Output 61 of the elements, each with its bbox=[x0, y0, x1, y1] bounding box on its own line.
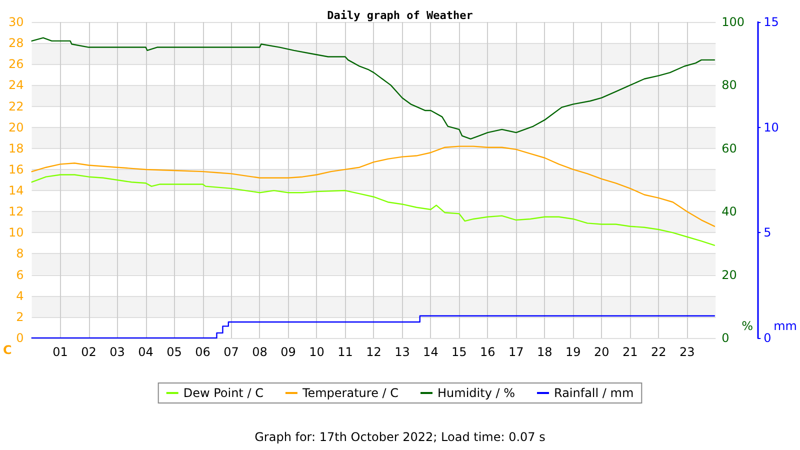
y2-tick-label: 80 bbox=[722, 78, 737, 92]
x-tick-label: 09 bbox=[280, 345, 296, 359]
x-tick-label: 08 bbox=[252, 345, 268, 359]
x-tick-label: 10 bbox=[309, 345, 324, 359]
line-series bbox=[31, 146, 716, 227]
y2-tick-label: 0 bbox=[722, 331, 730, 345]
y3-tick-label: 15 bbox=[764, 15, 779, 29]
y-tick-label: 24 bbox=[8, 78, 24, 92]
y2-tick-label: 40 bbox=[722, 204, 737, 219]
x-tick-label: 19 bbox=[566, 345, 581, 359]
y-tick-label: 28 bbox=[8, 36, 24, 50]
y-tick-label: 4 bbox=[16, 288, 24, 303]
x-tick-label: 11 bbox=[338, 345, 353, 359]
x-tick-label: 04 bbox=[138, 345, 154, 359]
x-tick-label: 03 bbox=[110, 345, 125, 359]
y2-tick-label: 60 bbox=[722, 141, 737, 156]
legend-label: Dew Point / C bbox=[183, 386, 264, 400]
y-tick-label: 16 bbox=[8, 162, 24, 176]
y-axis-title: C bbox=[2, 342, 12, 357]
y3-axis-title: mm bbox=[774, 319, 798, 333]
x-tick-label: 18 bbox=[537, 345, 552, 359]
y-tick-label: 22 bbox=[8, 99, 24, 114]
x-tick-label: 20 bbox=[594, 345, 610, 359]
y-tick-label: 6 bbox=[16, 268, 24, 282]
line-series bbox=[31, 174, 716, 246]
x-tick-label: 13 bbox=[394, 345, 410, 359]
y-tick-label: 26 bbox=[8, 57, 24, 72]
x-tick-label: 23 bbox=[679, 345, 695, 359]
legend-label: Humidity / % bbox=[438, 386, 515, 400]
x-tick-label: 02 bbox=[81, 345, 96, 359]
y-tick-label: 18 bbox=[8, 141, 24, 156]
x-tick-label: 05 bbox=[166, 345, 182, 359]
y-tick-label: 0 bbox=[16, 331, 24, 345]
line-series bbox=[31, 37, 716, 140]
x-tick-label: 15 bbox=[452, 345, 467, 359]
text: Graph for: 17th October 2022; Load time: 0.07 s bbox=[254, 430, 546, 444]
x-tick-label: 21 bbox=[622, 345, 638, 359]
y-tick-label: 12 bbox=[8, 204, 24, 219]
legend-label: Temperature / C bbox=[301, 386, 399, 400]
y-tick-label: 10 bbox=[8, 226, 24, 240]
y3-tick-label: 5 bbox=[764, 226, 772, 240]
y2-tick-label: 100 bbox=[722, 15, 745, 29]
y3-tick-label: 0 bbox=[764, 331, 772, 345]
chart-title: Daily graph of Weather bbox=[327, 9, 474, 22]
x-tick-label: 07 bbox=[224, 345, 239, 359]
x-tick-label: 17 bbox=[508, 345, 524, 359]
y3-tick-label: 10 bbox=[764, 120, 779, 134]
y2-tick-label: 20 bbox=[722, 268, 737, 282]
y-tick-label: 14 bbox=[8, 184, 24, 198]
x-tick-label: 01 bbox=[52, 345, 68, 359]
legend-label: Rainfall / mm bbox=[554, 386, 634, 400]
y-tick-label: 30 bbox=[8, 15, 24, 29]
y-tick-label: 20 bbox=[8, 120, 24, 134]
x-tick-label: 22 bbox=[650, 345, 666, 359]
x-tick-label: 14 bbox=[423, 345, 438, 359]
x-tick-label: 06 bbox=[195, 345, 210, 359]
x-tick-label: 12 bbox=[366, 345, 382, 359]
y-tick-label: 8 bbox=[16, 246, 24, 261]
x-tick-label: 16 bbox=[480, 345, 496, 359]
y2-axis-title: % bbox=[742, 319, 754, 333]
y-tick-label: 2 bbox=[16, 310, 24, 324]
